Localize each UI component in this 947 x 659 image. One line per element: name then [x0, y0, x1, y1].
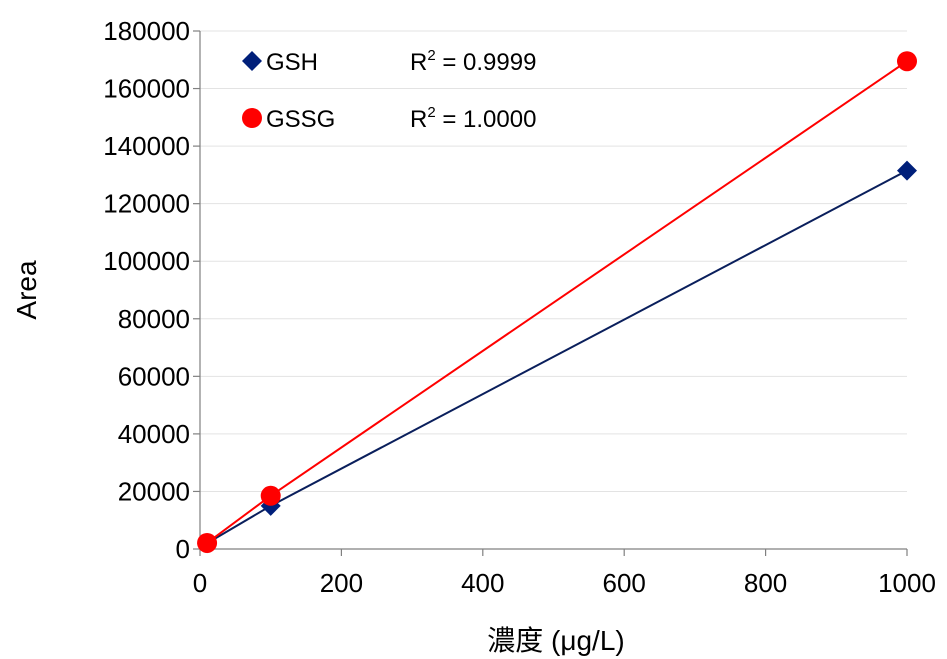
- y-tick-label: 180000: [103, 16, 190, 46]
- x-tick-label: 800: [744, 568, 787, 598]
- trendline-gssg: [206, 60, 908, 544]
- x-tick-label: 400: [461, 568, 504, 598]
- legend-marker-gsh: [242, 51, 262, 71]
- r-squared-superscript: 2: [427, 47, 435, 64]
- y-tick-label: 0: [176, 534, 190, 564]
- y-tick-label: 120000: [103, 189, 190, 219]
- legend-marker-gssg: [242, 108, 262, 128]
- legend-label-gssg: GSSG: [266, 106, 335, 133]
- x-tick-label: 600: [603, 568, 646, 598]
- y-tick-label: 140000: [103, 131, 190, 161]
- legend-label-gsh: GSH: [266, 49, 318, 76]
- y-axis-title: Area: [11, 260, 42, 320]
- r-squared-symbol: R: [410, 49, 427, 76]
- data-points: [197, 51, 917, 554]
- data-point-gssg: [897, 51, 917, 72]
- tick-labels: 0 20000 40000 60000 80000 100000 120000 140000 1…: [103, 16, 936, 598]
- x-axis-title: 濃度 (μg/L): [487, 625, 625, 656]
- data-point-gsh: [897, 160, 917, 181]
- x-tick-label: 200: [320, 568, 363, 598]
- gridlines: [200, 30, 907, 492]
- y-tick-label: 160000: [103, 74, 190, 104]
- trendlines: [206, 60, 908, 545]
- y-tick-label: 60000: [118, 361, 190, 391]
- axes: [193, 30, 908, 556]
- r-squared-value: = 1.0000: [436, 106, 537, 133]
- data-point-gssg: [197, 532, 218, 553]
- y-tick-label: 100000: [103, 246, 190, 276]
- r-squared-symbol: R: [410, 106, 427, 133]
- r-squared-superscript: 2: [427, 104, 435, 121]
- y-tick-label: 80000: [118, 304, 190, 334]
- r-squared-label-gsh: R2 = 0.9999: [410, 47, 536, 76]
- trendline-gsh: [206, 169, 908, 545]
- y-tick-label: 20000: [118, 476, 190, 506]
- y-tick-label: 40000: [118, 419, 190, 449]
- x-tick-label: 1000: [878, 568, 936, 598]
- r-squared-label-gssg: R2 = 1.0000: [410, 104, 536, 133]
- r-squared-value: = 0.9999: [436, 49, 537, 76]
- x-tick-label: 0: [193, 568, 207, 598]
- data-point-gssg: [260, 485, 281, 506]
